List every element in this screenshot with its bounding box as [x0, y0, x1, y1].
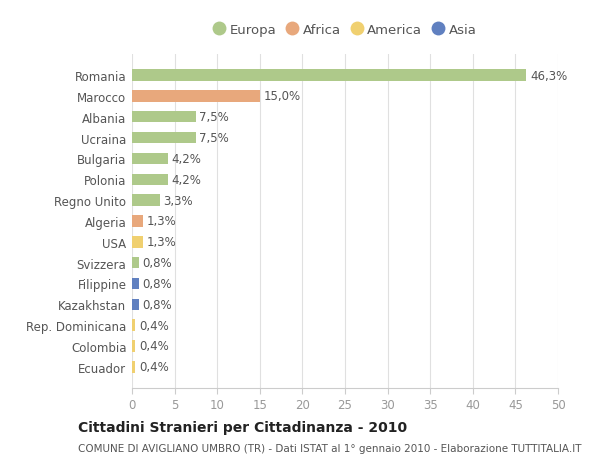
Bar	[132, 216, 143, 227]
Text: 0,4%: 0,4%	[139, 360, 169, 374]
Bar	[132, 278, 139, 290]
Bar	[132, 91, 260, 102]
Bar	[132, 195, 160, 207]
Text: 4,2%: 4,2%	[171, 174, 201, 186]
Text: 4,2%: 4,2%	[171, 152, 201, 166]
Text: 0,8%: 0,8%	[142, 277, 172, 291]
Bar	[132, 70, 526, 82]
Text: 15,0%: 15,0%	[263, 90, 301, 103]
Text: 0,4%: 0,4%	[139, 319, 169, 332]
Bar	[132, 236, 143, 248]
Text: Cittadini Stranieri per Cittadinanza - 2010: Cittadini Stranieri per Cittadinanza - 2…	[78, 420, 407, 434]
Bar	[132, 174, 168, 185]
Text: 0,8%: 0,8%	[142, 257, 172, 269]
Text: 7,5%: 7,5%	[199, 132, 229, 145]
Bar	[132, 257, 139, 269]
Bar	[132, 153, 168, 165]
Text: 7,5%: 7,5%	[199, 111, 229, 124]
Text: 46,3%: 46,3%	[530, 69, 567, 83]
Bar	[132, 361, 136, 373]
Text: 0,8%: 0,8%	[142, 298, 172, 311]
Bar	[132, 320, 136, 331]
Legend: Europa, Africa, America, Asia: Europa, Africa, America, Asia	[208, 18, 482, 42]
Text: COMUNE DI AVIGLIANO UMBRO (TR) - Dati ISTAT al 1° gennaio 2010 - Elaborazione TU: COMUNE DI AVIGLIANO UMBRO (TR) - Dati IS…	[78, 443, 581, 453]
Text: 0,4%: 0,4%	[139, 340, 169, 353]
Bar	[132, 112, 196, 123]
Bar	[132, 299, 139, 310]
Bar	[132, 341, 136, 352]
Text: 1,3%: 1,3%	[146, 215, 176, 228]
Bar	[132, 133, 196, 144]
Text: 1,3%: 1,3%	[146, 236, 176, 249]
Text: 3,3%: 3,3%	[164, 194, 193, 207]
